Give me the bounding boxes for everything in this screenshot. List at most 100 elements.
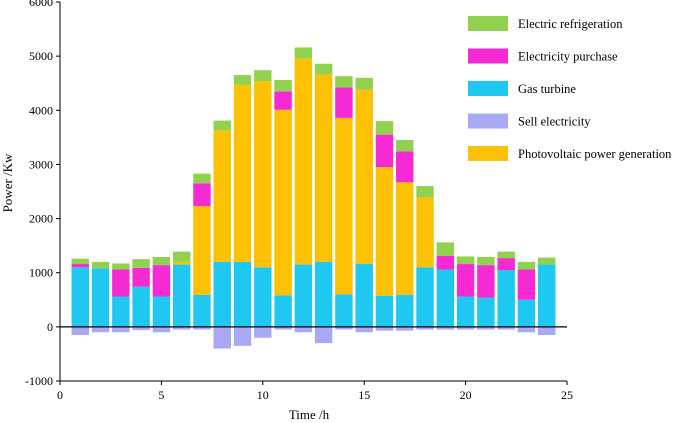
bar-sell-electricity-t10	[254, 326, 272, 338]
bar-sell-electricity-t18	[416, 326, 434, 330]
bar-electricity-purchase-t5	[152, 265, 171, 297]
bar-electric-refrigeration-t14	[335, 76, 353, 88]
bar-gas-turbine-t12	[294, 264, 313, 327]
bar-electric-refrigeration-t17	[396, 140, 414, 152]
bar-sell-electricity-t15	[355, 326, 373, 333]
bar-sell-electricity-t6	[172, 326, 191, 330]
bar-sell-electricity-t7	[193, 326, 211, 330]
bar-gas-turbine-t10	[254, 267, 272, 327]
legend-swatch-electricity-purchase	[468, 48, 508, 64]
legend: Electric refrigeration Electricity purcha…	[468, 16, 672, 161]
bar-gas-turbine-t8	[213, 261, 231, 327]
x-tick-label: 10	[257, 388, 269, 402]
y-tick-label: 5000	[29, 49, 53, 63]
bar-photovoltaic-t13	[314, 74, 333, 262]
bar-sell-electricity-t24	[538, 326, 556, 335]
bar-electric-refrigeration-t6	[172, 251, 191, 262]
legend-swatch-gas-turbine	[468, 81, 508, 96]
x-tick-label: 20	[460, 388, 472, 402]
bar-photovoltaic-t7	[193, 206, 211, 295]
bar-electric-refrigeration-t15	[355, 77, 373, 90]
bar-electric-refrigeration-t21	[477, 257, 495, 266]
bar-electricity-purchase-t16	[375, 134, 394, 168]
bar-electric-refrigeration-t1	[71, 258, 89, 265]
bar-gas-turbine-t16	[375, 296, 394, 327]
bar-sell-electricity-t9	[233, 326, 252, 346]
bar-electric-refrigeration-t24	[538, 257, 556, 265]
bar-sell-electricity-t4	[132, 326, 150, 331]
bar-electric-refrigeration-t5	[152, 257, 171, 266]
bar-electricity-purchase-t3	[112, 269, 130, 297]
bar-electric-refrigeration-t13	[314, 63, 333, 75]
bar-sell-electricity-t21	[477, 326, 495, 330]
legend-label-sell-electricity: Sell electricity	[518, 115, 591, 129]
bar-electric-refrigeration-t18	[416, 186, 434, 198]
bar-electric-refrigeration-t4	[132, 259, 150, 268]
bar-gas-turbine-t18	[416, 267, 434, 327]
bar-gas-turbine-t6	[172, 264, 191, 327]
bar-sell-electricity-t17	[396, 326, 414, 331]
legend-label-electric-refrigeration: Electric refrigeration	[518, 17, 623, 31]
bar-electricity-purchase-t17	[396, 151, 414, 183]
y-tick-label: 0	[47, 320, 53, 334]
bar-electric-refrigeration-t7	[193, 173, 211, 184]
bar-electricity-purchase-t7	[193, 183, 211, 207]
bar-gas-turbine-t11	[274, 295, 292, 327]
bar-gas-turbine-t1	[71, 267, 89, 327]
bar-electric-refrigeration-t2	[91, 261, 110, 269]
bar-photovoltaic-t17	[396, 182, 414, 295]
x-tick-label: 0	[57, 388, 63, 402]
bar-gas-turbine-t24	[538, 264, 556, 327]
bar-sell-electricity-t1	[71, 326, 89, 335]
bar-electricity-purchase-t11	[274, 91, 292, 110]
bar-electricity-purchase-t14	[335, 87, 353, 118]
bar-photovoltaic-t10	[254, 81, 272, 268]
bar-electric-refrigeration-t8	[213, 120, 231, 131]
bar-gas-turbine-t21	[477, 297, 495, 327]
bar-photovoltaic-t15	[355, 89, 373, 265]
bar-sell-electricity-t5	[152, 326, 171, 333]
x-axis-title: Time /h	[289, 407, 330, 422]
bar-photovoltaic-t14	[335, 117, 353, 295]
y-tick-label: 1000	[29, 266, 53, 280]
bar-gas-turbine-t14	[335, 294, 353, 327]
bar-electric-refrigeration-t19	[436, 242, 455, 256]
bar-photovoltaic-t11	[274, 109, 292, 296]
bar-electric-refrigeration-t22	[497, 251, 515, 259]
bar-photovoltaic-t9	[233, 84, 252, 262]
bar-sell-electricity-t19	[436, 326, 455, 330]
bar-photovoltaic-t6	[172, 261, 191, 265]
x-tick-label: 15	[358, 388, 370, 402]
x-tick-label: 5	[158, 388, 164, 402]
bar-photovoltaic-t18	[416, 197, 434, 268]
legend-swatch-electric-refrigeration	[468, 16, 508, 31]
bar-electricity-purchase-t4	[132, 267, 150, 287]
bar-gas-turbine-t23	[517, 299, 536, 327]
bar-electricity-purchase-t21	[477, 265, 495, 298]
bar-electricity-purchase-t19	[436, 255, 455, 270]
bar-sell-electricity-t22	[497, 326, 515, 330]
bar-photovoltaic-t8	[213, 130, 231, 262]
bar-gas-turbine-t13	[314, 261, 333, 327]
bar-sell-electricity-t12	[294, 326, 313, 333]
bar-electricity-purchase-t22	[497, 258, 515, 271]
bar-electric-refrigeration-t16	[375, 121, 394, 135]
bar-gas-turbine-t4	[132, 286, 150, 327]
bar-sell-electricity-t23	[517, 326, 536, 333]
bar-electricity-purchase-t1	[71, 264, 89, 268]
y-tick-label: 4000	[29, 103, 53, 117]
bar-electric-refrigeration-t11	[274, 79, 292, 92]
x-tick-label: 25	[561, 388, 573, 402]
bar-sell-electricity-t20	[456, 326, 475, 330]
bar-electricity-purchase-t23	[517, 269, 536, 300]
bar-gas-turbine-t7	[193, 294, 211, 327]
bar-sell-electricity-t13	[314, 326, 333, 344]
legend-label-photovoltaic: Photovoltaic power generation	[518, 147, 672, 161]
bar-electric-refrigeration-t9	[233, 75, 252, 85]
bar-electricity-purchase-t20	[456, 264, 475, 297]
legend-swatch-sell-electricity	[468, 113, 508, 129]
bars-layer	[71, 47, 556, 349]
bar-gas-turbine-t22	[497, 270, 515, 327]
legend-label-gas-turbine: Gas turbine	[518, 82, 576, 96]
